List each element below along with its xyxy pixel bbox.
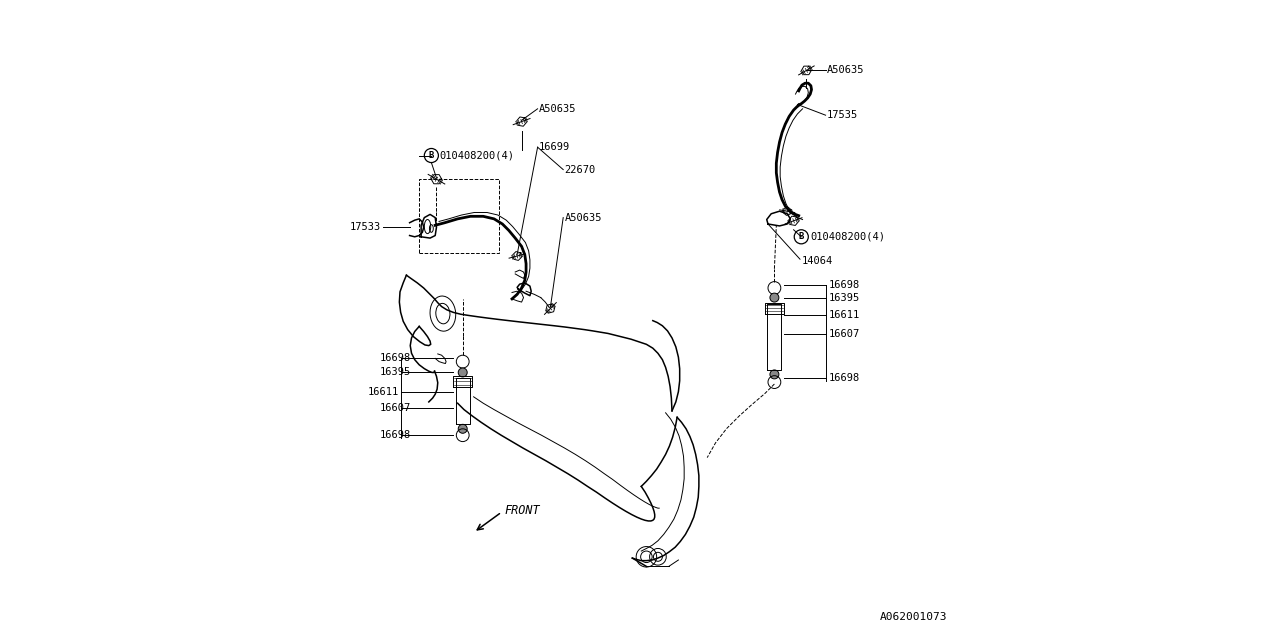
Text: 010408200(4): 010408200(4) (439, 150, 515, 161)
Text: 16698: 16698 (379, 353, 411, 364)
Text: 16607: 16607 (379, 403, 411, 413)
Text: 16395: 16395 (379, 367, 411, 378)
Text: B: B (799, 232, 804, 241)
Text: A50635: A50635 (564, 212, 602, 223)
Circle shape (771, 293, 778, 302)
Circle shape (458, 424, 467, 433)
Text: 14064: 14064 (801, 256, 832, 266)
Text: FRONT: FRONT (504, 504, 540, 517)
Text: A062001073: A062001073 (879, 612, 947, 622)
Text: 16699: 16699 (539, 142, 570, 152)
Circle shape (458, 368, 467, 377)
Text: 17533: 17533 (351, 222, 381, 232)
Text: 16698: 16698 (829, 280, 860, 290)
Text: 17535: 17535 (827, 110, 858, 120)
Text: 16611: 16611 (369, 387, 399, 397)
Text: 16698: 16698 (379, 430, 411, 440)
Text: 22670: 22670 (564, 164, 595, 175)
Text: B: B (429, 151, 434, 160)
Text: A50635: A50635 (539, 104, 576, 114)
Text: A50635: A50635 (827, 65, 864, 76)
Text: 16607: 16607 (829, 329, 860, 339)
Circle shape (771, 370, 778, 379)
Text: 010408200(4): 010408200(4) (810, 232, 886, 242)
Text: 16611: 16611 (829, 310, 860, 320)
Text: 16698: 16698 (829, 372, 860, 383)
Text: 16395: 16395 (829, 292, 860, 303)
